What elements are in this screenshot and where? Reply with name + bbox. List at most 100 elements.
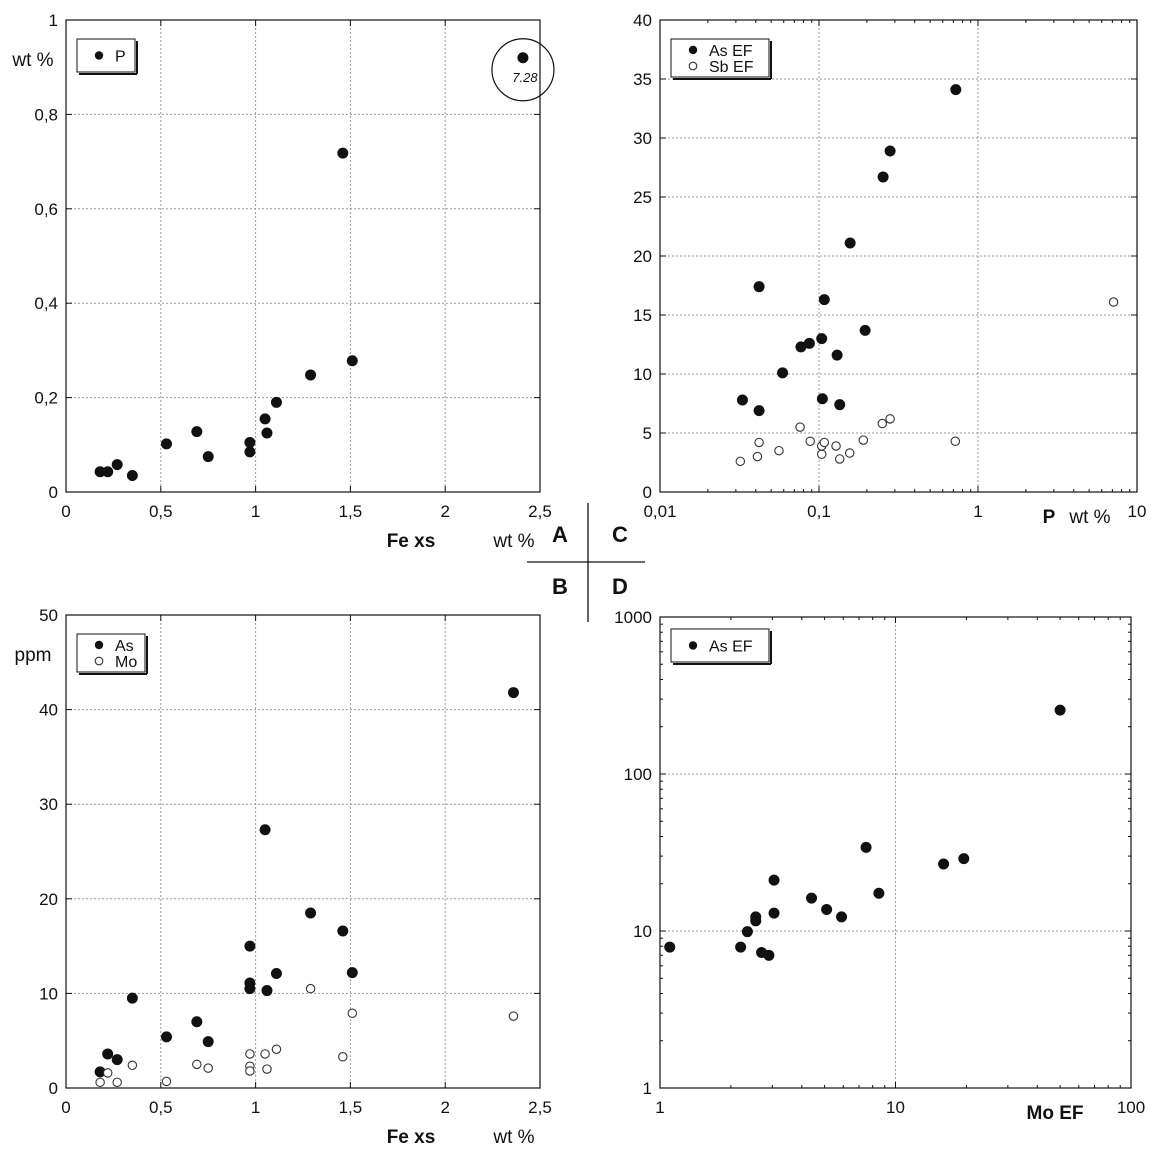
data-point-open — [260, 1049, 270, 1059]
data-point-open — [752, 451, 763, 462]
data-point-filled — [102, 466, 114, 478]
plot-frame — [65, 614, 541, 1089]
data-point-filled — [160, 1031, 172, 1043]
data-point-filled — [1054, 704, 1066, 716]
chart-a: 0 0,5 1 1,5 2 2,5 0 0,2 0,4 0,6 0,8 1 Fe xs wt % wt % P… — [11, 11, 555, 552]
y-tick-label: 30 — [39, 795, 58, 814]
data-point-filled — [834, 399, 846, 411]
data-point-filled — [259, 824, 271, 836]
y-tick-label: 35 — [633, 70, 652, 89]
data-point-filled — [259, 413, 271, 425]
legend-marker-open — [94, 656, 104, 666]
data-point-open — [805, 436, 815, 447]
data-point-filled — [664, 941, 676, 953]
x-tick-label: 0 — [61, 1098, 70, 1117]
data-point-open — [844, 448, 855, 458]
data-point-filled — [859, 324, 871, 336]
data-point-filled — [270, 968, 282, 980]
x-tick-label: 0 — [61, 502, 70, 521]
data-point-filled — [831, 349, 843, 361]
data-point-filled — [191, 1016, 203, 1028]
panel-legend-cross: A C B D — [527, 503, 645, 622]
y-axis-unit: ppm — [15, 645, 52, 666]
data-point-filled — [803, 337, 815, 349]
legend-label: As — [115, 638, 134, 655]
data-point-filled — [736, 394, 748, 406]
legend-label: As EF — [709, 43, 753, 60]
legend-box — [670, 38, 770, 78]
data-point-filled — [507, 687, 519, 699]
y-tick-label: 25 — [633, 188, 652, 207]
data-point-open — [831, 441, 841, 451]
y-tick-label: 0 — [643, 483, 652, 502]
legend-label: P — [115, 49, 126, 66]
data-point-open — [347, 1008, 358, 1019]
plot-frame — [65, 19, 541, 493]
data-point-filled — [126, 469, 138, 481]
x-tick-label: 2 — [440, 502, 449, 521]
data-point-filled — [191, 426, 203, 438]
data-point-open — [754, 437, 764, 448]
x-tick-label: 1 — [655, 1098, 664, 1117]
x-axis-unit: wt % — [492, 531, 534, 552]
x-tick-label: 2,5 — [528, 502, 552, 521]
y-tick-label: 15 — [633, 306, 652, 325]
x-tick-label: 1,5 — [339, 1098, 363, 1117]
x-axis-label: P — [1043, 507, 1056, 528]
y-tick-label: 10 — [39, 984, 58, 1003]
data-point-filled — [836, 911, 848, 923]
data-point-open — [858, 435, 869, 445]
data-point-open — [245, 1066, 255, 1076]
legend-marker-filled — [688, 641, 698, 650]
data-point-filled — [741, 926, 753, 938]
data-point-filled — [261, 427, 273, 439]
data-point-open — [950, 436, 961, 447]
x-axis-label: Fe xs — [387, 531, 436, 552]
y-tick-label: 100 — [624, 765, 652, 784]
y-axis-unit: wt % — [11, 50, 53, 71]
x-tick-label: 10 — [1128, 502, 1147, 521]
x-tick-label: 1,5 — [339, 502, 363, 521]
data-point-filled — [102, 1048, 114, 1060]
y-tick-label: 0,8 — [34, 105, 58, 124]
x-axis-unit: wt % — [1068, 507, 1110, 528]
data-point-filled — [202, 451, 214, 463]
data-point-filled — [305, 369, 317, 381]
data-point-filled — [938, 858, 950, 870]
y-tick-label: 10 — [633, 922, 652, 941]
data-point-filled — [244, 436, 256, 448]
data-point-filled — [816, 333, 828, 345]
data-point-open — [1108, 297, 1119, 307]
x-axis-label: Mo EF — [1027, 1103, 1084, 1124]
data-point-filled — [244, 983, 256, 995]
data-point-open — [816, 449, 827, 459]
data-point-filled — [844, 237, 856, 249]
y-tick-label: 0,4 — [34, 294, 58, 313]
x-tick-label: 1 — [973, 502, 982, 521]
data-point-open — [508, 1011, 519, 1021]
data-point-open — [819, 437, 830, 448]
data-point-filled — [244, 940, 256, 952]
x-tick-label: 100 — [1117, 1098, 1145, 1117]
data-point-open — [877, 418, 888, 429]
y-tick-label: 0 — [49, 1079, 58, 1098]
chart-d: 1 10 100 1 10 100 1000 Mo EF As EF — [614, 608, 1145, 1124]
data-point-filled — [806, 892, 818, 904]
data-point-filled — [816, 393, 828, 405]
y-tick-label: 1 — [643, 1079, 652, 1098]
data-point-filled — [873, 887, 885, 899]
data-point-filled — [202, 1036, 214, 1048]
data-point-filled — [753, 405, 765, 417]
legend-label: As EF — [709, 639, 753, 656]
legend-box — [670, 628, 770, 663]
data-point-open — [834, 454, 845, 464]
data-point-filled — [958, 853, 970, 865]
data-point-open — [885, 414, 895, 424]
x-tick-label: 1 — [251, 502, 260, 521]
panel-letter-a: A — [552, 522, 568, 547]
data-point-filled — [305, 907, 317, 919]
y-tick-label: 0,6 — [34, 200, 58, 219]
